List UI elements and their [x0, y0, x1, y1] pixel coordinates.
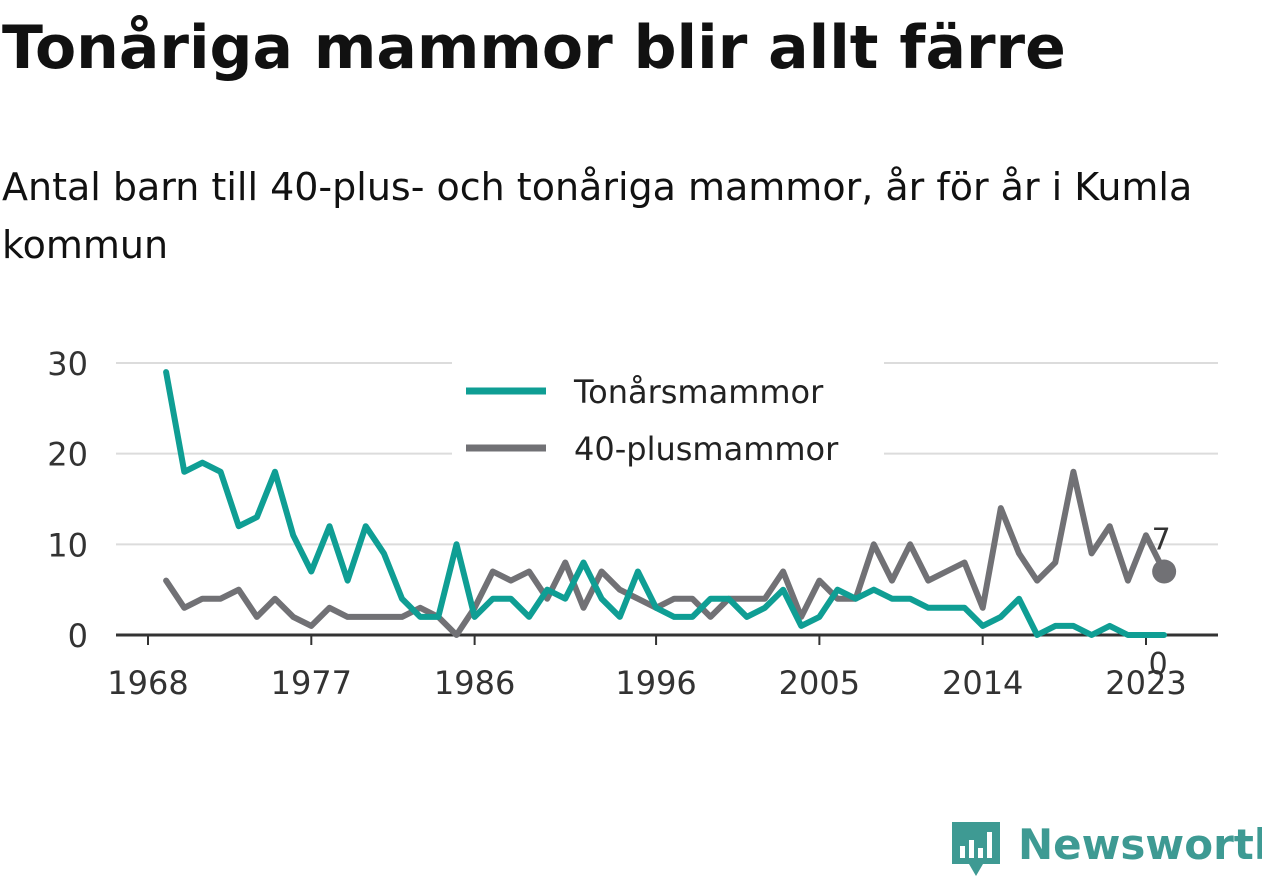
x-tick-label: 1996: [615, 664, 696, 702]
end-point-marker: [1152, 559, 1177, 584]
legend: Tonårsmammor 40-plusmammor: [452, 356, 884, 468]
y-tick-label: 20: [47, 436, 88, 474]
x-tick-label: 1986: [434, 664, 515, 702]
x-tick-label: 2005: [779, 664, 860, 702]
legend-label: 40-plusmammor: [574, 430, 839, 468]
end-labels: 70: [1149, 523, 1177, 682]
chart-subtitle: Antal barn till 40-plus- och tonåriga ma…: [2, 165, 1193, 267]
newsworthy-icon: [952, 822, 1000, 876]
brand-name: Newsworthy: [1018, 820, 1262, 869]
y-tick-label: 30: [47, 345, 88, 383]
y-tick-label: 10: [47, 526, 88, 564]
series-line-40-plusmammor: [163, 468, 1168, 638]
end-label-40-plusmammor: 7: [1152, 523, 1171, 558]
x-tick-label: 2023: [1105, 664, 1186, 702]
x-tick-label: 2014: [942, 664, 1023, 702]
series-lines: [163, 369, 1168, 638]
x-tick-label: 1977: [271, 664, 352, 702]
x-axis: 1968 1977 1986 1996 2005 2014 2023: [107, 633, 1218, 702]
y-tick-label: 0: [68, 617, 88, 655]
newsworthy-logo: Newsworthy: [950, 818, 1262, 878]
legend-label: Tonårsmammor: [573, 373, 824, 411]
series-line-tonarsmammor: [163, 369, 1168, 638]
end-label-tonarsmammor: 0: [1149, 647, 1168, 682]
chart-title: Tonåriga mammor blir allt färre: [2, 13, 1066, 83]
grid-lines: 0 10 20 30: [47, 345, 1218, 655]
x-tick-label: 1968: [107, 664, 188, 702]
